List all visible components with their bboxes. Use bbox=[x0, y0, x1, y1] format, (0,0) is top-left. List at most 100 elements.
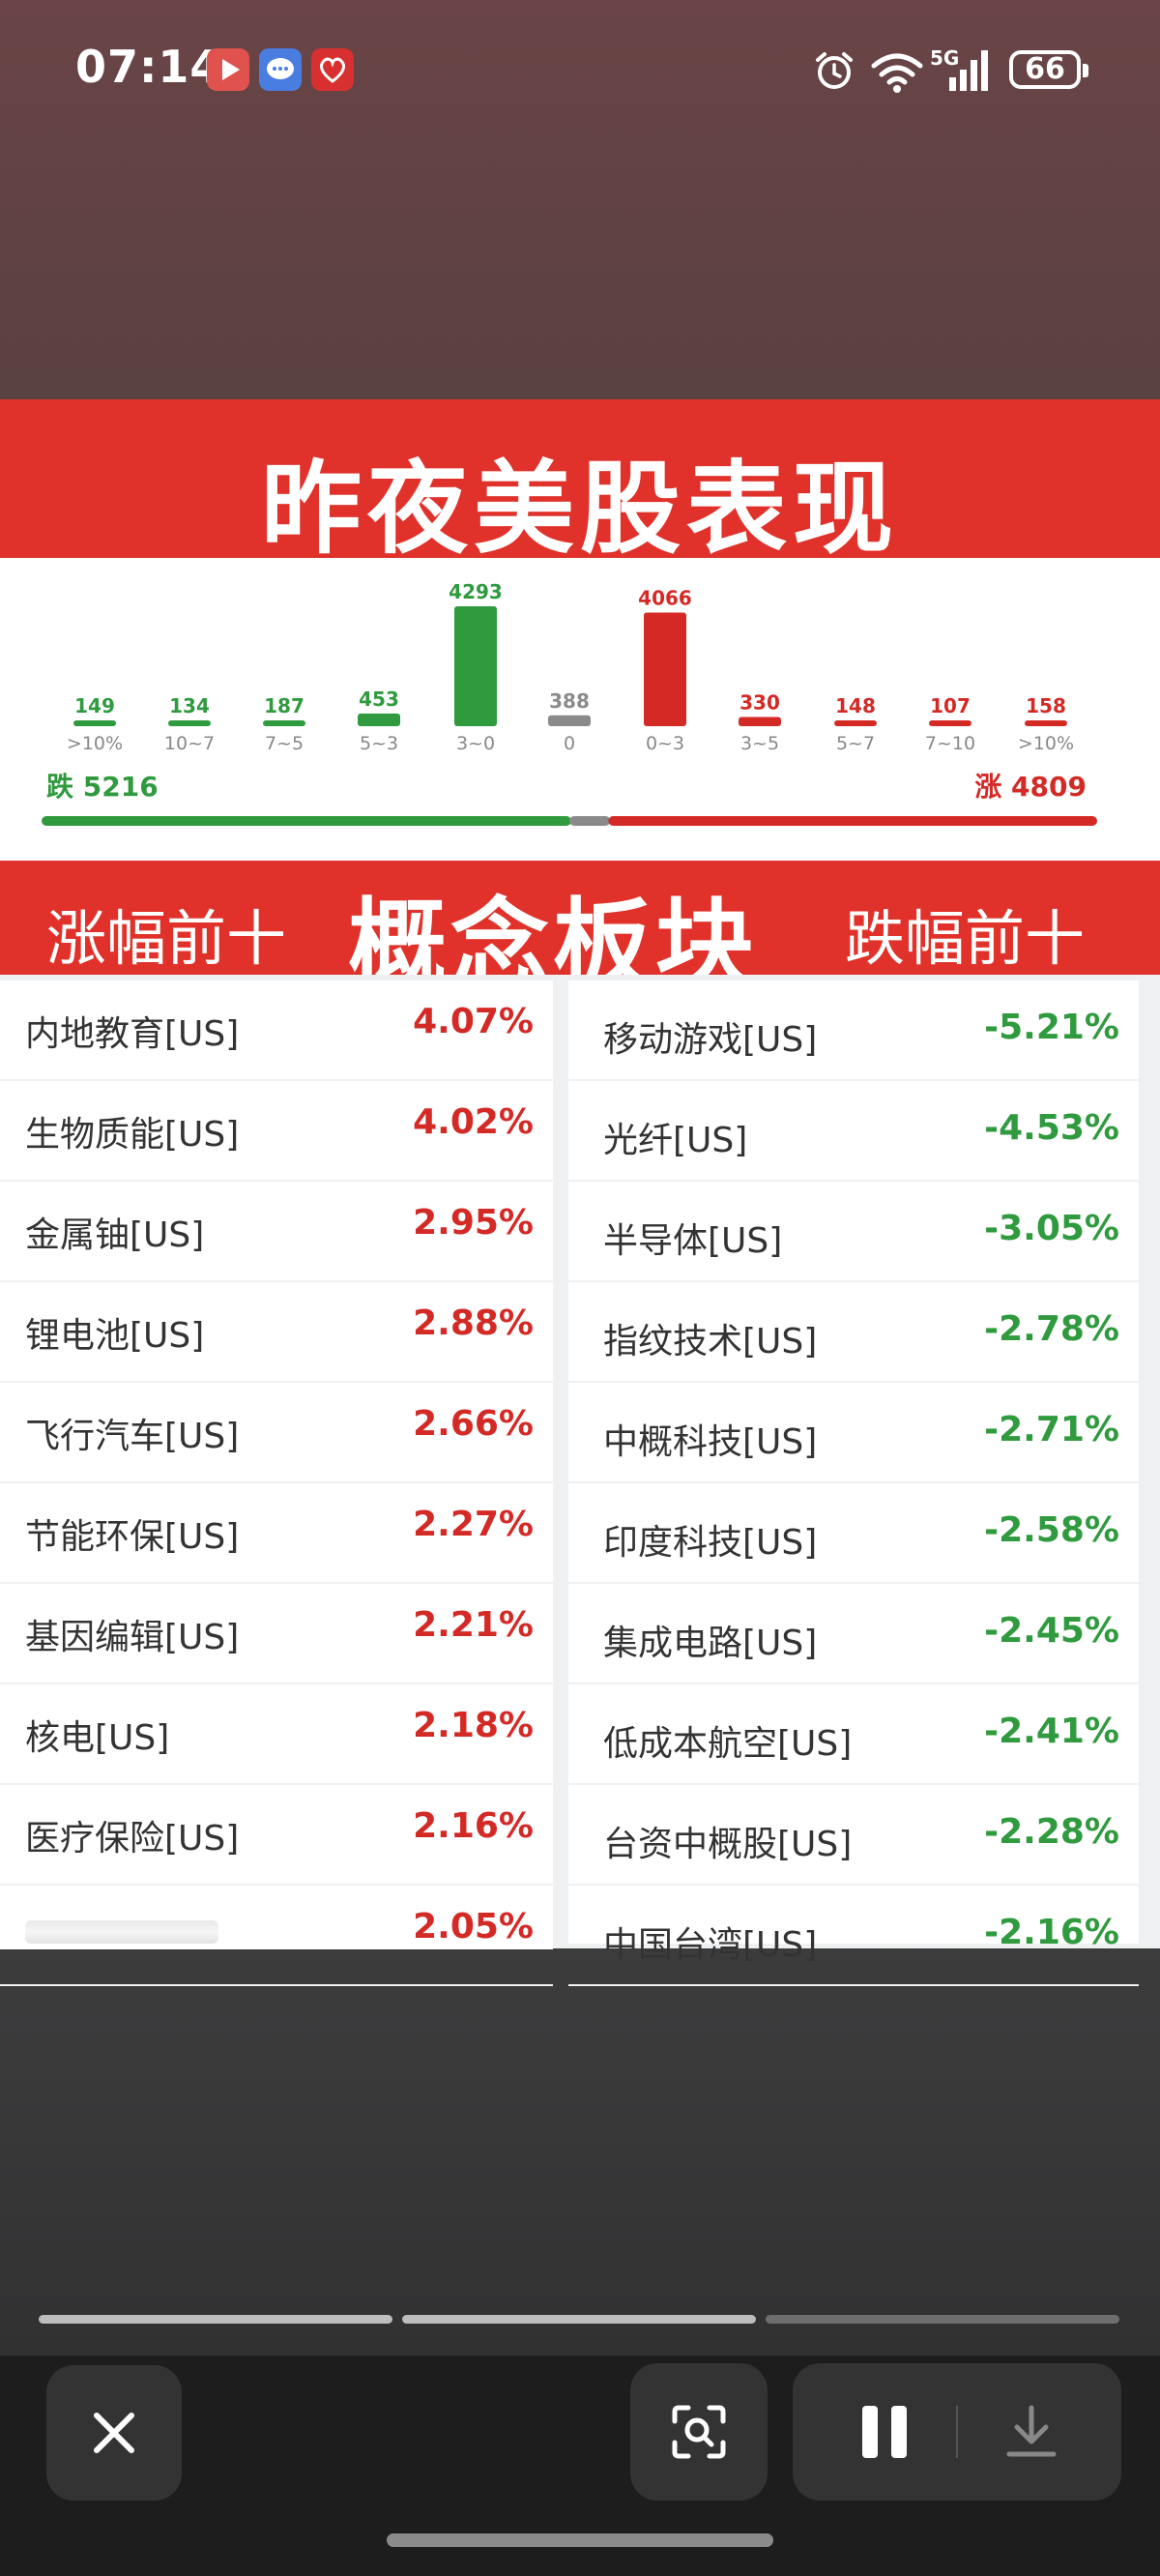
concept-change: 2.95% bbox=[413, 1203, 534, 1243]
alarm-icon bbox=[816, 52, 853, 89]
dist-bucket-label: >10% bbox=[1018, 733, 1074, 754]
concept-change: 2.18% bbox=[413, 1706, 534, 1745]
message-app-icon bbox=[259, 48, 302, 91]
dist-bucket-label: 5~7 bbox=[836, 733, 875, 754]
list-item: 医疗保险[US] 2.16% bbox=[0, 1785, 553, 1886]
concept-change: -2.58% bbox=[984, 1510, 1119, 1550]
up-total-label: 涨 4809 bbox=[974, 771, 1087, 803]
dist-count-label: 4066 bbox=[638, 587, 692, 610]
dist-bar bbox=[454, 606, 497, 726]
concept-name: 低成本航空[US] bbox=[603, 1724, 853, 1764]
dist-bar bbox=[834, 720, 877, 726]
blurred-concept-name bbox=[25, 1920, 218, 1944]
red-app-icon bbox=[311, 48, 354, 91]
dist-bar bbox=[548, 715, 591, 726]
concept-change: -2.41% bbox=[984, 1712, 1119, 1751]
dist-bucket-label: 3~5 bbox=[740, 733, 779, 754]
scan-button[interactable] bbox=[630, 2363, 768, 2501]
dist-bar bbox=[1025, 720, 1067, 726]
close-button[interactable] bbox=[46, 2365, 182, 2501]
list-item: 低成本航空[US] -2.41% bbox=[568, 1684, 1139, 1785]
dist-bucket-label: >10% bbox=[67, 733, 123, 754]
story-progress-3 bbox=[766, 2315, 1119, 2324]
list-item: 半导体[US] -3.05% bbox=[568, 1182, 1139, 1282]
dist-bar bbox=[739, 717, 781, 726]
page-title: 昨夜美股表现 bbox=[260, 450, 899, 568]
download-icon bbox=[1006, 2405, 1057, 2457]
download-button[interactable] bbox=[959, 2363, 1121, 2501]
concept-change: 2.27% bbox=[413, 1505, 534, 1544]
concept-name: 节能环保[US] bbox=[25, 1517, 240, 1557]
media-control-group bbox=[793, 2363, 1121, 2501]
home-indicator[interactable] bbox=[387, 2533, 773, 2547]
concept-name: 医疗保险[US] bbox=[25, 1819, 240, 1859]
dist-bucket-label: 3~0 bbox=[456, 733, 495, 754]
dist-count-label: 330 bbox=[740, 690, 780, 714]
status-bar: 07:14 5G 66 bbox=[0, 0, 1160, 140]
story-progress-1 bbox=[39, 2315, 392, 2324]
dist-count-label: 453 bbox=[359, 688, 399, 711]
dist-bar bbox=[644, 612, 686, 726]
dist-bar bbox=[168, 720, 211, 726]
concept-change: 4.02% bbox=[413, 1102, 534, 1142]
distribution-svg: 149 >10% 134 10~7 187 7~5 453 5~3 4293 3~0 388 0 406… bbox=[42, 580, 1097, 826]
concept-name: 核电[US] bbox=[25, 1718, 170, 1758]
concept-name: 指纹技术[US] bbox=[603, 1322, 818, 1361]
concept-change: -5.21% bbox=[984, 1008, 1119, 1047]
concept-change: -2.28% bbox=[984, 1812, 1119, 1852]
concept-name: 台资中概股[US] bbox=[603, 1825, 853, 1864]
title-banner: 昨夜美股表现 bbox=[0, 399, 1160, 568]
dist-bar bbox=[929, 720, 972, 726]
dist-count-label: 4293 bbox=[449, 580, 503, 603]
concept-name: 半导体[US] bbox=[603, 1221, 783, 1261]
concept-change: 2.16% bbox=[413, 1806, 534, 1846]
list-item: 金属铀[US] 2.95% bbox=[0, 1182, 553, 1282]
gainers-list: 内地教育[US] 4.07% 生物质能[US] 4.02% 金属铀[US] 2.95% 锂电… bbox=[0, 981, 553, 1986]
video-app-icon bbox=[207, 48, 249, 91]
concept-name: 中概科技[US] bbox=[603, 1422, 818, 1462]
concept-change: -2.16% bbox=[984, 1913, 1119, 1952]
distribution-chart: 149 >10% 134 10~7 187 7~5 453 5~3 4293 3~0 388 0 406… bbox=[17, 564, 1123, 862]
wifi-icon bbox=[871, 53, 923, 93]
control-divider bbox=[956, 2406, 958, 2458]
dist-count-label: 134 bbox=[169, 694, 210, 717]
concept-lists: 内地教育[US] 4.07% 生物质能[US] 4.02% 金属铀[US] 2.95% 锂电… bbox=[0, 975, 1160, 1986]
market-summary-image: 昨夜美股表现 149 >10% 134 10~7 187 7~5 453 5~3 4293 3~0… bbox=[0, 399, 1160, 1986]
down-total-label: 跌 5216 bbox=[46, 771, 159, 803]
battery-icon: 66 bbox=[1009, 50, 1088, 89]
list-item: 中国台湾[US] -2.16% bbox=[568, 1886, 1139, 1986]
concept-name: 飞行汽车[US] bbox=[25, 1417, 240, 1456]
status-time: 07:14 bbox=[75, 41, 222, 93]
losers-list: 移动游戏[US] -5.21% 光纤[US] -4.53% 半导体[US] -3.05% 指… bbox=[568, 981, 1139, 1986]
dist-bucket-label: 0~3 bbox=[646, 733, 684, 754]
losers-heading: 跌幅前十 bbox=[845, 903, 1086, 974]
list-item: 飞行汽车[US] 2.66% bbox=[0, 1383, 553, 1483]
gainers-heading: 涨幅前十 bbox=[46, 903, 287, 974]
concept-change: -3.05% bbox=[984, 1209, 1119, 1248]
concept-change: 4.07% bbox=[413, 1002, 534, 1041]
list-item: 基因编辑[US] 2.21% bbox=[0, 1584, 553, 1684]
concept-name: 光纤[US] bbox=[603, 1121, 748, 1160]
concept-change: 2.66% bbox=[413, 1404, 534, 1444]
list-item: 台资中概股[US] -2.28% bbox=[568, 1785, 1139, 1886]
concept-banner: 涨幅前十 概念板块 跌幅前十 bbox=[0, 861, 1160, 1004]
dist-bar bbox=[73, 720, 116, 726]
dist-bar bbox=[358, 713, 400, 726]
pause-icon bbox=[862, 2406, 907, 2458]
concept-name: 内地教育[US] bbox=[25, 1014, 240, 1054]
concept-name: 锂电池[US] bbox=[25, 1316, 205, 1356]
dist-bucket-label: 7~5 bbox=[265, 733, 304, 754]
concept-name: 金属铀[US] bbox=[25, 1215, 205, 1255]
dist-bucket-label: 5~3 bbox=[360, 733, 398, 754]
concept-name: 移动游戏[US] bbox=[603, 1020, 818, 1060]
list-item: 锂电池[US] 2.88% bbox=[0, 1282, 553, 1383]
list-item: 生物质能[US] 4.02% bbox=[0, 1081, 553, 1182]
dist-count-label: 107 bbox=[930, 694, 971, 717]
pause-button[interactable] bbox=[793, 2363, 957, 2501]
concept-name: 集成电路[US] bbox=[603, 1624, 818, 1663]
signal-icon bbox=[949, 50, 988, 91]
dist-count-label: 148 bbox=[835, 694, 876, 717]
dist-bucket-label: 10~7 bbox=[164, 733, 215, 754]
concept-name: 生物质能[US] bbox=[25, 1115, 240, 1155]
concept-name: 印度科技[US] bbox=[603, 1523, 818, 1563]
